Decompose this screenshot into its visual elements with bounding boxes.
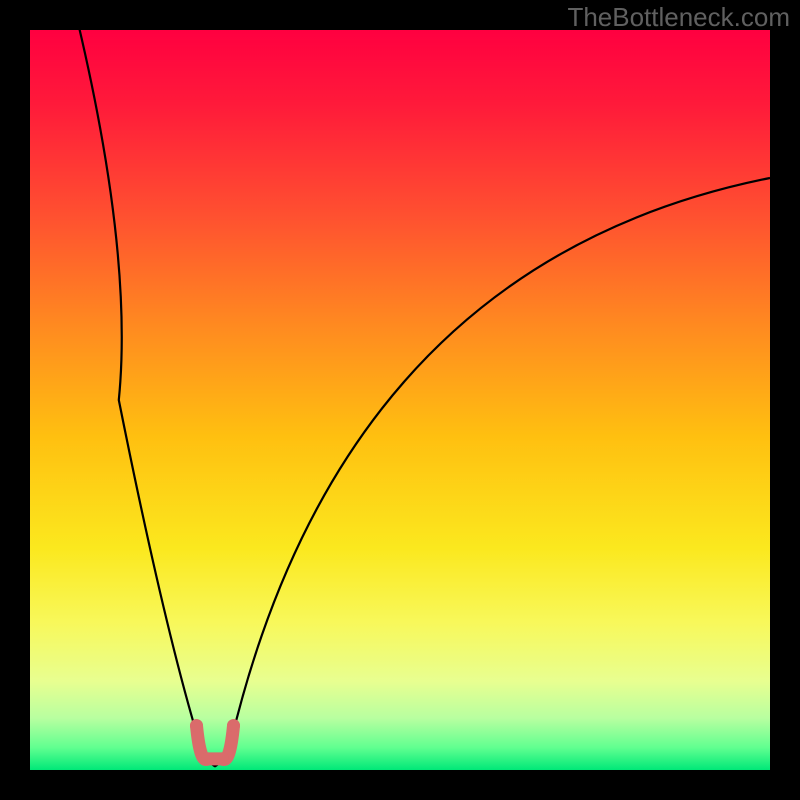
- marker-dot: [216, 752, 229, 765]
- plot-background: [30, 30, 770, 770]
- marker-dot: [190, 719, 203, 732]
- bottleneck-curve-chart: [0, 0, 800, 800]
- marker-dot: [201, 752, 214, 765]
- chart-frame: TheBottleneck.com: [0, 0, 800, 800]
- marker-dot: [227, 719, 240, 732]
- watermark-text: TheBottleneck.com: [567, 2, 790, 33]
